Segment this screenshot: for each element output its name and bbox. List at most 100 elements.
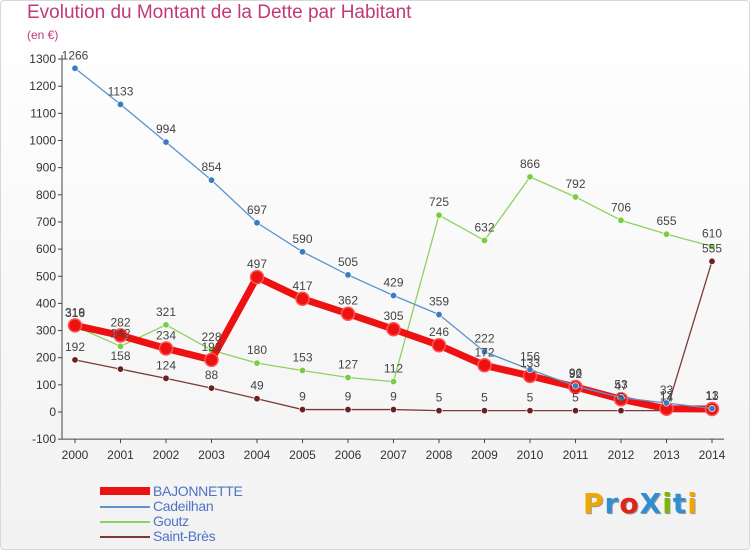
data-label-bajonnette: 234 xyxy=(156,328,176,342)
point-goutz xyxy=(253,359,261,367)
point-cadeilhan xyxy=(617,394,625,402)
point-bajonnette xyxy=(204,352,219,368)
logo-letter: r xyxy=(604,487,620,520)
point-saint-br-s xyxy=(526,407,534,415)
point-goutz xyxy=(480,236,488,244)
point-cadeilhan xyxy=(480,348,488,356)
data-label-saint-br-s: 158 xyxy=(110,349,130,363)
point-bajonnette xyxy=(249,269,265,285)
data-label-saint-br-s: 9 xyxy=(345,390,352,404)
point-saint-br-s xyxy=(117,365,125,373)
data-label-bajonnette: 192 xyxy=(201,340,221,354)
point-cadeilhan xyxy=(162,138,170,146)
point-goutz xyxy=(526,173,534,181)
y-tick-label: 700 xyxy=(36,215,56,229)
point-goutz xyxy=(662,230,670,238)
data-label-cadeilhan: 697 xyxy=(247,203,267,217)
point-cadeilhan xyxy=(662,399,670,407)
data-label-saint-br-s: 88 xyxy=(205,368,219,382)
point-bajonnette xyxy=(113,328,128,343)
data-label-bajonnette: 11 xyxy=(706,389,719,403)
data-label-bajonnette: 172 xyxy=(474,345,494,359)
data-label-saint-br-s: 5 xyxy=(436,391,443,405)
point-bajonnette xyxy=(477,358,492,373)
y-tick-label: 900 xyxy=(36,161,56,175)
point-bajonnette xyxy=(386,321,401,337)
y-tick-label: 1300 xyxy=(29,52,56,66)
point-saint-br-s xyxy=(480,407,488,415)
data-label-cadeilhan: 33 xyxy=(660,383,674,397)
data-label-goutz: 792 xyxy=(565,177,585,191)
data-label-saint-br-s: 14 xyxy=(660,391,674,405)
legend-swatch-bajonnette xyxy=(100,487,150,495)
point-saint-br-s xyxy=(617,407,625,415)
data-label-cadeilhan: 1133 xyxy=(108,84,134,98)
data-label-cadeilhan: 359 xyxy=(429,295,449,309)
data-label-cadeilhan: 156 xyxy=(520,350,540,364)
data-label-bajonnette: 282 xyxy=(110,315,130,329)
series-layer xyxy=(67,64,720,417)
data-label-cadeilhan: 854 xyxy=(201,160,221,174)
point-cadeilhan xyxy=(344,271,352,279)
point-saint-br-s xyxy=(71,356,79,364)
point-saint-br-s xyxy=(208,384,216,392)
point-goutz xyxy=(708,242,716,250)
x-tick-label: 2011 xyxy=(563,448,589,462)
point-goutz xyxy=(571,193,579,201)
data-label-bajonnette: 319 xyxy=(65,305,85,319)
data-label-bajonnette: 92 xyxy=(569,367,583,381)
point-cadeilhan xyxy=(435,311,443,319)
point-goutz xyxy=(389,378,397,386)
point-cadeilhan xyxy=(117,100,125,108)
data-label-cadeilhan: 13 xyxy=(705,388,719,402)
data-label-goutz: 321 xyxy=(156,305,176,319)
axes: -100 0 100 200 300 400 500 600 700 800 900 1000 1100… xyxy=(29,52,725,462)
data-label-goutz: 706 xyxy=(611,200,631,214)
data-label-cadeilhan: 429 xyxy=(383,276,403,290)
data-label-saint-br-s: 5 xyxy=(481,391,488,405)
data-label-bajonnette: 47 xyxy=(614,379,628,393)
legend-label-cadeilhan: Cadeilhan xyxy=(153,498,214,514)
logo-letter: o xyxy=(619,487,640,520)
proxiti-logo: ProXiti xyxy=(583,487,698,520)
data-label-goutz: 866 xyxy=(520,157,540,171)
data-label-goutz: 112 xyxy=(384,362,403,376)
legend-label-goutz: Goutz xyxy=(153,513,189,529)
point-bajonnette xyxy=(295,291,310,307)
data-label-saint-br-s: 192 xyxy=(65,340,85,354)
data-label-goutz: 180 xyxy=(247,343,267,357)
point-goutz xyxy=(435,211,443,219)
point-saint-br-s xyxy=(435,407,443,415)
x-tick-label: 2006 xyxy=(335,448,362,462)
data-label-goutz: 725 xyxy=(429,195,449,209)
x-tick-label: 2000 xyxy=(62,448,89,462)
x-tick-label: 2005 xyxy=(289,448,316,462)
x-tick-label: 2012 xyxy=(608,448,635,462)
point-saint-br-s xyxy=(708,257,716,265)
data-label-cadeilhan: 590 xyxy=(292,232,312,246)
point-goutz xyxy=(117,342,125,350)
data-label-cadeilhan: 505 xyxy=(338,255,358,269)
data-label-saint-br-s: 9 xyxy=(299,390,306,404)
point-goutz xyxy=(298,366,306,374)
y-tick-label: 600 xyxy=(36,242,56,256)
logo-letter: P xyxy=(583,487,605,520)
y-tick-label: -100 xyxy=(32,432,56,446)
x-tick-label: 2013 xyxy=(653,448,680,462)
legend-label-bajonnette: BAJONNETTE xyxy=(153,483,243,499)
data-label-saint-br-s: 555 xyxy=(702,241,722,255)
data-label-cadeilhan: 222 xyxy=(474,332,494,346)
logo-letter: X xyxy=(639,487,663,520)
x-tick-label: 2003 xyxy=(198,448,225,462)
point-goutz xyxy=(344,374,352,382)
chart-title: Evolution du Montant de la Dette par Hab… xyxy=(27,2,412,23)
y-tick-label: 500 xyxy=(36,269,56,283)
data-label-cadeilhan: 53 xyxy=(614,378,628,392)
point-cadeilhan xyxy=(708,404,716,412)
point-saint-br-s xyxy=(571,407,579,415)
point-saint-br-s xyxy=(162,374,170,382)
point-cadeilhan xyxy=(298,248,306,256)
data-label-bajonnette: 497 xyxy=(247,257,267,271)
y-tick-label: 0 xyxy=(49,405,56,419)
